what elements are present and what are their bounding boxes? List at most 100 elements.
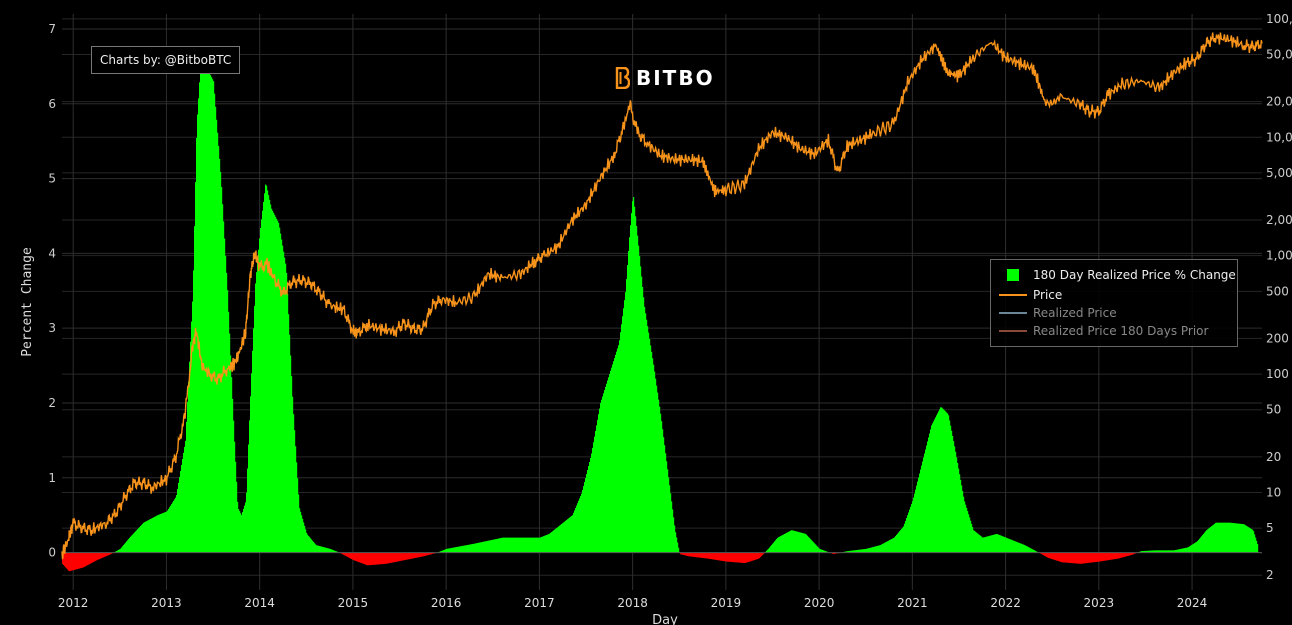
area-bar	[851, 550, 853, 553]
area-bar	[924, 453, 926, 553]
area-bar	[407, 552, 409, 560]
area-bar	[580, 495, 582, 553]
price-line-path	[61, 32, 1263, 560]
area-bar	[1009, 539, 1011, 553]
area-bar	[1142, 551, 1144, 553]
area-bar	[1041, 552, 1043, 555]
area-bar	[1033, 549, 1035, 553]
y2-tick-label: 5,000	[1266, 166, 1292, 180]
area-bar	[423, 552, 425, 557]
area-bar	[1072, 552, 1074, 564]
area-bar	[118, 549, 120, 553]
area-bar	[895, 536, 897, 553]
area-bar	[598, 414, 600, 553]
area-bar	[542, 536, 544, 553]
area-bar	[951, 430, 953, 553]
area-bar	[584, 482, 586, 553]
area-bar	[678, 547, 680, 553]
legend-item-realized-change[interactable]: 180 Day Realized Price % Change	[999, 268, 1236, 282]
area-bar	[510, 537, 512, 553]
area-bar	[1166, 550, 1168, 553]
area-bar	[268, 195, 270, 553]
area-bar	[674, 525, 676, 553]
area-bar	[1232, 522, 1234, 553]
area-bar	[1025, 545, 1027, 553]
area-bar	[253, 328, 255, 553]
area-bar	[1125, 552, 1127, 557]
area-bar	[957, 462, 959, 553]
area-bar	[1089, 552, 1091, 563]
area-bar	[614, 358, 616, 553]
area-bar	[555, 528, 557, 553]
legend-item-price[interactable]: Price	[999, 288, 1062, 302]
area-bar	[1235, 523, 1237, 553]
area-bar	[818, 547, 820, 553]
area-bar	[108, 552, 110, 556]
legend-label: Price	[1033, 288, 1063, 302]
area-bar	[91, 552, 93, 564]
area-bar	[683, 552, 685, 555]
area-bar	[205, 66, 207, 553]
legend-item-realized-price[interactable]: Realized Price	[999, 306, 1117, 320]
area-bar	[983, 537, 985, 553]
area-bar	[417, 552, 419, 558]
area-bar	[298, 494, 300, 553]
y-tick-label: 1	[48, 471, 56, 485]
area-bar	[940, 407, 942, 553]
area-bar	[92, 552, 94, 563]
area-bar	[196, 137, 198, 553]
area-bar	[525, 537, 527, 553]
area-bar	[399, 552, 401, 562]
area-bar	[607, 380, 609, 553]
area-bar	[879, 545, 881, 553]
area-bar	[1157, 550, 1159, 553]
area-bar	[597, 419, 599, 553]
area-bar	[786, 532, 788, 553]
area-bar	[119, 549, 121, 553]
area-bar	[870, 547, 872, 553]
area-bar	[459, 546, 461, 553]
y-axis-label: Percent Change	[20, 247, 35, 357]
area-bar	[77, 552, 79, 570]
legend-item-realized-price-prior[interactable]: Realized Price 180 Days Prior	[999, 324, 1208, 338]
area-bar	[530, 537, 532, 553]
area-bar	[986, 536, 988, 553]
area-bar	[744, 552, 746, 564]
area-bar	[717, 552, 719, 561]
area-bar	[1244, 524, 1246, 553]
area-bar	[121, 547, 123, 553]
area-bar	[795, 531, 797, 553]
area-bar	[1013, 540, 1015, 553]
area-bar	[1108, 552, 1110, 561]
area-bar	[447, 548, 449, 553]
area-bar	[1079, 552, 1081, 564]
area-bar	[394, 552, 396, 563]
area-bar	[366, 552, 368, 565]
area-bar	[1023, 544, 1025, 553]
area-bar	[1029, 547, 1031, 553]
area-bar	[425, 552, 427, 556]
chart-credit: Charts by: @BitboBTC	[91, 46, 241, 74]
area-bar	[772, 543, 774, 553]
area-bar	[193, 270, 195, 553]
area-bar	[606, 383, 608, 553]
area-bar	[139, 527, 141, 553]
area-bar	[587, 470, 589, 553]
area-bar	[334, 550, 336, 553]
area-bar	[469, 544, 471, 553]
chart-legend: 180 Day Realized Price % Change Price Re…	[990, 259, 1238, 347]
area-bar	[194, 226, 196, 553]
area-bar	[1237, 523, 1239, 553]
area-bar	[1143, 550, 1145, 553]
area-bar	[923, 457, 925, 553]
area-bar	[1121, 552, 1123, 558]
area-bar	[907, 515, 909, 553]
y2-tick-label: 100,000	[1266, 12, 1292, 26]
area-bar	[771, 545, 773, 553]
area-bar	[416, 552, 418, 558]
area-bar	[608, 377, 610, 553]
area-bar	[433, 552, 435, 554]
y2-tick-label: 2,000	[1266, 213, 1292, 227]
area-bar	[329, 548, 331, 553]
area-bar	[499, 538, 501, 553]
